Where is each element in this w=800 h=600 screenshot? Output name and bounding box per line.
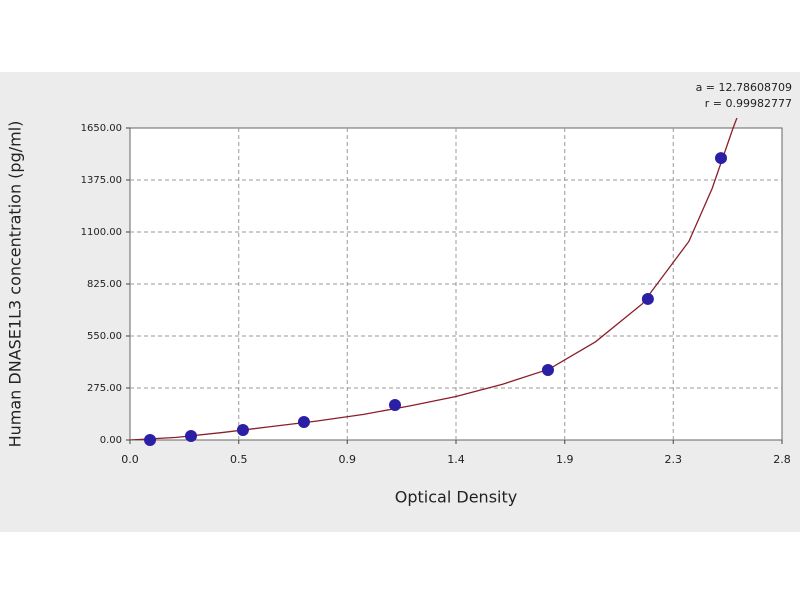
data-point	[641, 292, 654, 305]
x-tick-label: 0.0	[121, 453, 139, 466]
y-tick-label: 275.00	[87, 383, 122, 394]
y-tick-label: 1650.00	[81, 123, 122, 134]
x-axis-label: Optical Density	[395, 488, 517, 507]
data-point	[297, 416, 310, 429]
x-tick-label: 0.5	[230, 453, 248, 466]
data-point	[388, 399, 401, 412]
data-point	[185, 430, 198, 443]
annotation: r = 0.99982777	[705, 97, 792, 110]
y-axis-label: Human DNASE1L3 concentration (pg/ml)	[6, 121, 25, 448]
data-point	[144, 434, 157, 446]
annotation: a = 12.78608709	[696, 81, 792, 94]
x-tick-label: 2.8	[773, 453, 791, 466]
data-point	[236, 423, 249, 436]
data-point	[714, 152, 727, 165]
x-tick-label: 0.9	[339, 453, 357, 466]
y-tick-label: 0.00	[100, 435, 122, 446]
x-tick-label: 2.3	[665, 453, 683, 466]
x-tick-label: 1.4	[447, 453, 465, 466]
y-tick-label: 550.00	[87, 331, 122, 342]
x-tick-label: 1.9	[556, 453, 574, 466]
y-tick-label: 825.00	[87, 279, 122, 290]
y-tick-label: 1100.00	[81, 227, 122, 238]
y-tick-label: 1375.00	[81, 175, 122, 186]
data-point	[541, 364, 554, 377]
